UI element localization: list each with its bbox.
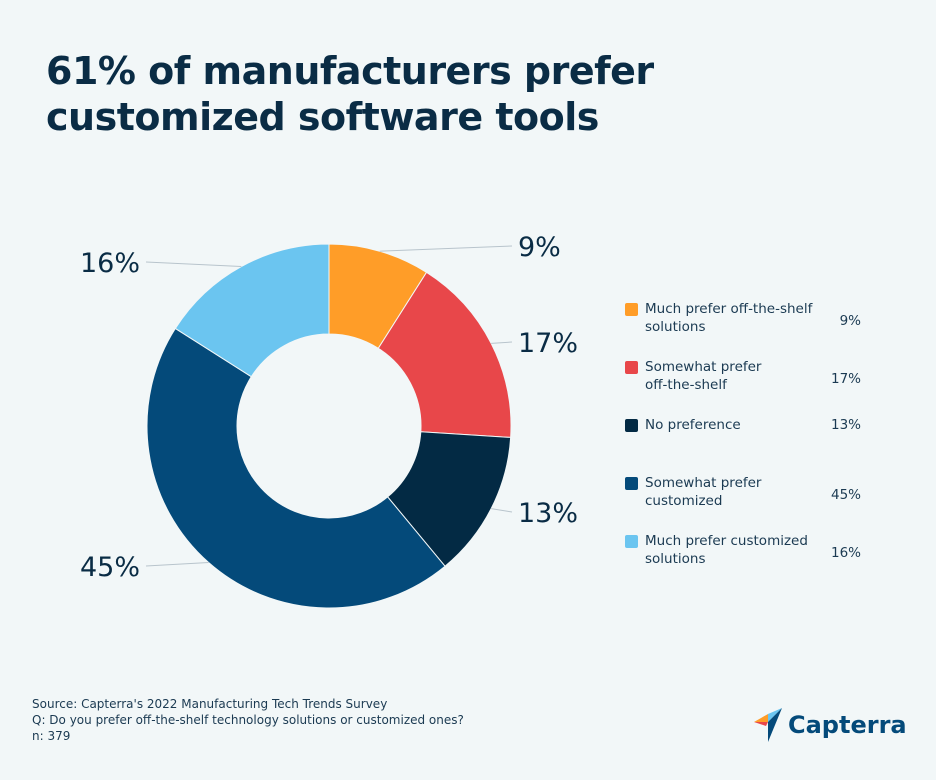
data-label: 13% xyxy=(518,498,578,529)
legend: Much prefer off-the-shelf solutions 9% So… xyxy=(625,300,865,590)
footer: Source: Capterra's 2022 Manufacturing Te… xyxy=(32,696,464,744)
legend-swatch xyxy=(625,303,638,316)
chart-title: 61% of manufacturers prefer customized s… xyxy=(46,49,654,139)
legend-item: Somewhat prefer off-the-shelf 17% xyxy=(625,358,865,416)
legend-value: 13% xyxy=(830,417,861,433)
donut-chart: 9% 17% 13% 45% 16% xyxy=(80,232,578,609)
legend-label: Much prefer off-the-shelf solutions xyxy=(645,301,813,335)
leader-line xyxy=(145,261,242,268)
capterra-logo: Capterra xyxy=(754,708,907,742)
legend-label: No preference xyxy=(645,417,741,433)
legend-item: No preference 13% xyxy=(625,416,865,474)
legend-swatch xyxy=(625,535,638,548)
legend-swatch xyxy=(625,477,638,490)
legend-item: Much prefer off-the-shelf solutions 9% xyxy=(625,300,865,358)
legend-value: 16% xyxy=(830,545,861,561)
source-note: Source: Capterra's 2022 Manufacturing Te… xyxy=(32,697,388,711)
capterra-logo-icon xyxy=(754,708,782,742)
legend-item: Somewhat prefer customized 45% xyxy=(625,474,865,532)
data-label: 16% xyxy=(80,248,140,279)
donut-slice xyxy=(146,327,446,609)
legend-label: Much prefer customized solutions xyxy=(645,533,808,567)
data-label: 9% xyxy=(518,232,561,263)
capterra-logo-text: Capterra xyxy=(788,711,907,739)
legend-swatch xyxy=(625,361,638,374)
leader-line xyxy=(145,562,209,567)
legend-item: Much prefer customized solutions 16% xyxy=(625,532,865,590)
data-label: 17% xyxy=(518,328,578,359)
question-note: Q: Do you prefer off-the-shelf technolog… xyxy=(32,713,464,727)
donut-slice xyxy=(174,243,330,378)
legend-value: 45% xyxy=(830,487,861,503)
sample-size: n: 379 xyxy=(32,729,71,743)
legend-swatch xyxy=(625,419,638,432)
donut-slice xyxy=(377,271,512,438)
leader-line xyxy=(491,341,513,344)
data-label: 45% xyxy=(80,552,140,583)
legend-label: Somewhat prefer off-the-shelf xyxy=(645,359,762,393)
legend-value: 9% xyxy=(839,313,861,329)
legend-value: 17% xyxy=(830,371,861,387)
leader-line xyxy=(379,245,513,252)
legend-label: Somewhat prefer customized xyxy=(645,475,762,509)
leader-line xyxy=(491,508,513,513)
